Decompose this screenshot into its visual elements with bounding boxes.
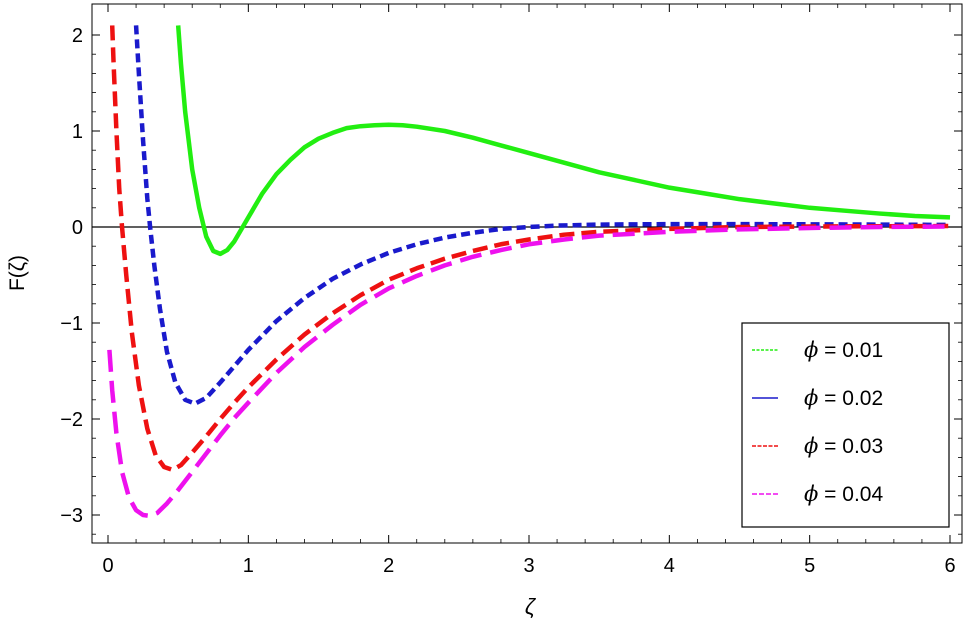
legend-value: = 0.02 xyxy=(818,387,883,410)
legend-label-3: ϕ = 0.03 xyxy=(804,434,883,458)
y-tick-label: −3 xyxy=(60,505,83,527)
legend-label-4: ϕ = 0.04 xyxy=(804,482,883,506)
legend-label-2: ϕ = 0.02 xyxy=(804,386,883,410)
legend-symbol: ϕ xyxy=(804,386,818,410)
series-line-1 xyxy=(175,25,951,257)
series-line-4 xyxy=(107,224,951,519)
x-tick-label: 1 xyxy=(243,555,254,577)
legend-symbol: ϕ xyxy=(804,482,818,506)
legend-symbol: ϕ xyxy=(804,434,818,458)
x-tick-label: 4 xyxy=(664,555,675,577)
legend-symbol: ϕ xyxy=(804,338,818,362)
y-axis-label: F(ζ) xyxy=(6,255,29,291)
x-tick-label: 0 xyxy=(102,555,113,577)
axis-ticks: 0 1 2 3 4 5 6 2 1 0 −1 −2 −3 xyxy=(60,4,962,577)
series-line-3 xyxy=(109,25,951,473)
plot-border xyxy=(91,3,963,544)
x-tick-label: 3 xyxy=(523,555,534,577)
x-tick-label: 5 xyxy=(804,555,815,577)
y-tick-label: −1 xyxy=(60,313,83,335)
legend: ϕ = 0.01ϕ = 0.02ϕ = 0.03ϕ = 0.04 xyxy=(741,322,950,528)
legend-value: = 0.04 xyxy=(818,483,883,506)
y-tick-label: 0 xyxy=(72,217,83,239)
series-line-2 xyxy=(133,25,951,406)
legend-value: = 0.03 xyxy=(818,435,883,458)
x-tick-label: 2 xyxy=(383,555,394,577)
y-tick-label: 1 xyxy=(72,121,83,143)
plot-frame xyxy=(91,3,963,544)
x-tick-label: 6 xyxy=(944,555,955,577)
series-lines xyxy=(107,25,951,519)
y-tick-label: 2 xyxy=(72,25,83,47)
legend-box xyxy=(741,322,950,528)
legend-label-1: ϕ = 0.01 xyxy=(804,338,883,362)
y-tick-label: −2 xyxy=(60,409,83,431)
x-axis-label: ζ xyxy=(525,594,537,619)
legend-value: = 0.01 xyxy=(818,339,883,362)
